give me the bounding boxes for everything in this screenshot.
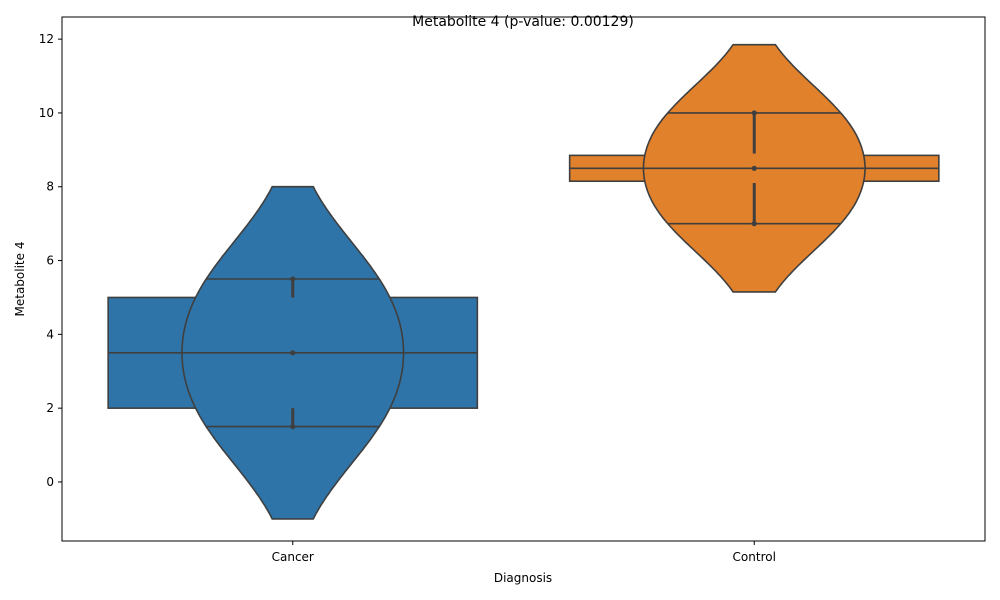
y-tick-label: 12 (39, 32, 54, 46)
x-tick-label-cancer: Cancer (272, 550, 314, 564)
x-tick-label-control: Control (733, 550, 776, 564)
data-point-control (751, 221, 757, 227)
axes-frame (61, 16, 986, 542)
data-point-control (751, 110, 757, 116)
data-point-control (751, 165, 757, 171)
data-point-cancer (290, 350, 296, 356)
y-tick-label: 2 (46, 401, 54, 415)
chart-title: Metabolite 4 (p-value: 0.00129) (412, 14, 634, 30)
y-axis: 0 2 4 6 8 10 12 (39, 32, 62, 489)
y-tick-label: 10 (39, 106, 54, 120)
y-tick-label: 0 (46, 475, 54, 489)
plot-area (107, 43, 940, 520)
y-tick-label: 8 (46, 180, 54, 194)
y-tick-label: 4 (46, 327, 54, 341)
y-axis-label: Metabolite 4 (13, 242, 27, 317)
y-tick-label: 6 (46, 254, 54, 268)
data-point-cancer (290, 424, 296, 430)
data-point-cancer (290, 276, 296, 282)
x-axis-label: Diagnosis (494, 571, 552, 585)
x-axis: Cancer Control (272, 541, 776, 564)
